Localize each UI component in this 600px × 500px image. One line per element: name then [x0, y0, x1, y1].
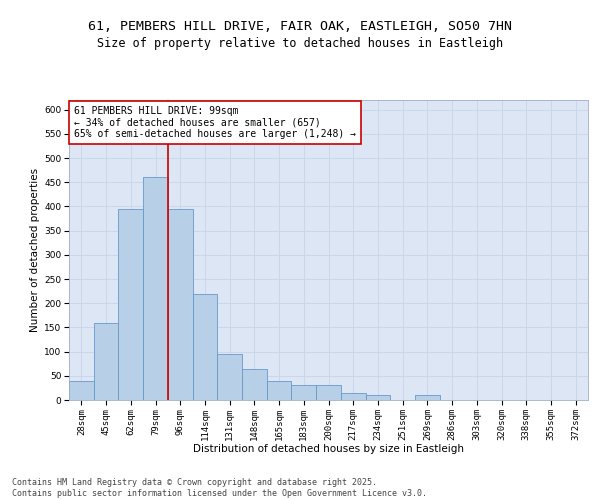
Bar	[242, 368, 267, 400]
Bar	[316, 386, 341, 400]
Text: 61 PEMBERS HILL DRIVE: 99sqm
← 34% of detached houses are smaller (657)
65% of s: 61 PEMBERS HILL DRIVE: 99sqm ← 34% of de…	[74, 106, 356, 139]
Text: 61, PEMBERS HILL DRIVE, FAIR OAK, EASTLEIGH, SO50 7HN: 61, PEMBERS HILL DRIVE, FAIR OAK, EASTLE…	[88, 20, 512, 32]
Bar	[292, 386, 316, 400]
Bar	[94, 322, 118, 400]
Bar	[143, 178, 168, 400]
Bar	[267, 380, 292, 400]
Bar	[168, 209, 193, 400]
Y-axis label: Number of detached properties: Number of detached properties	[30, 168, 40, 332]
Bar	[415, 395, 440, 400]
Bar	[118, 209, 143, 400]
Bar	[365, 395, 390, 400]
Text: Size of property relative to detached houses in Eastleigh: Size of property relative to detached ho…	[97, 37, 503, 50]
Bar	[193, 294, 217, 400]
X-axis label: Distribution of detached houses by size in Eastleigh: Distribution of detached houses by size …	[193, 444, 464, 454]
Bar	[341, 392, 365, 400]
Bar	[69, 380, 94, 400]
Bar	[217, 354, 242, 400]
Text: Contains HM Land Registry data © Crown copyright and database right 2025.
Contai: Contains HM Land Registry data © Crown c…	[12, 478, 427, 498]
